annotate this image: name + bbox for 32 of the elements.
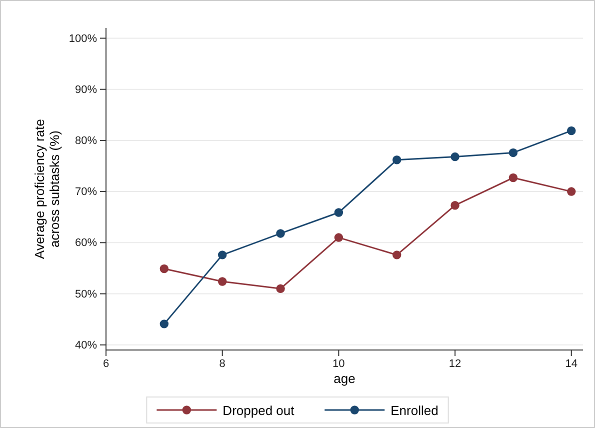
point xyxy=(566,187,576,196)
x-tick-label: 12 xyxy=(448,358,462,370)
point xyxy=(276,284,285,294)
y-tick-label: 70% xyxy=(74,186,98,198)
point xyxy=(276,229,285,238)
y-tick-label: 40% xyxy=(74,339,98,352)
point xyxy=(334,208,344,217)
point xyxy=(508,173,518,182)
y-axis-title: Average proficiency rate across subtasks (%) xyxy=(32,119,62,259)
point xyxy=(218,250,227,260)
y-tick-label: 100% xyxy=(68,32,98,45)
point xyxy=(450,152,460,162)
legend-label: Enrolled xyxy=(390,403,438,418)
point xyxy=(392,250,402,260)
legend-label: Dropped out xyxy=(222,403,295,418)
point xyxy=(392,156,402,164)
x-tick-label: 6 xyxy=(102,358,110,370)
point xyxy=(566,126,576,136)
y-tick-label: 50% xyxy=(74,288,98,300)
point xyxy=(334,233,344,242)
x-tick-label: 10 xyxy=(332,358,345,370)
point xyxy=(450,200,460,210)
x-axis-title: age xyxy=(334,371,356,386)
point xyxy=(218,277,227,286)
point xyxy=(160,264,169,274)
y-tick-label: 80% xyxy=(74,134,98,147)
point xyxy=(508,148,518,158)
y-tick-label: 60% xyxy=(74,237,98,250)
y-tick-label: 90% xyxy=(74,84,98,96)
x-tick-label: 14 xyxy=(565,358,578,370)
x-tick-label: 8 xyxy=(219,358,226,370)
point xyxy=(160,320,169,328)
